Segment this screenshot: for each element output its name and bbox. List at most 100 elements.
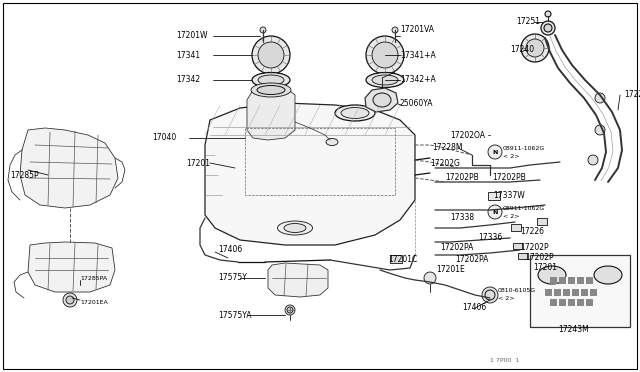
Polygon shape: [247, 85, 295, 140]
Ellipse shape: [372, 42, 398, 68]
Text: 08911-1062G: 08911-1062G: [503, 205, 545, 211]
Ellipse shape: [366, 73, 404, 87]
Ellipse shape: [251, 83, 291, 97]
Text: N: N: [492, 150, 498, 154]
Ellipse shape: [284, 224, 306, 232]
Text: 08911-1062G: 08911-1062G: [503, 145, 545, 151]
Bar: [550, 298, 557, 305]
Text: 17406: 17406: [218, 246, 243, 254]
Bar: [563, 289, 570, 295]
Bar: [559, 276, 566, 283]
Text: 1 7P00  1: 1 7P00 1: [490, 357, 519, 362]
Text: 17336: 17336: [478, 234, 502, 243]
Text: 17202P: 17202P: [525, 253, 554, 263]
Text: 0810-6105G: 0810-6105G: [498, 288, 536, 292]
Circle shape: [63, 293, 77, 307]
Circle shape: [260, 27, 266, 33]
Text: < 2>: < 2>: [503, 154, 520, 158]
Polygon shape: [268, 263, 328, 297]
Text: 17342: 17342: [176, 76, 200, 84]
Bar: [537, 218, 547, 225]
Ellipse shape: [252, 36, 290, 74]
Text: 17338: 17338: [450, 214, 474, 222]
Text: 17341: 17341: [176, 51, 200, 60]
Text: 17406: 17406: [462, 304, 486, 312]
Text: 17251: 17251: [516, 17, 540, 26]
Text: 17202OA: 17202OA: [450, 131, 485, 140]
Text: 17202PB: 17202PB: [492, 173, 525, 183]
Circle shape: [588, 155, 598, 165]
Ellipse shape: [335, 105, 375, 121]
Ellipse shape: [252, 73, 290, 87]
Text: 17201W: 17201W: [176, 32, 207, 41]
Circle shape: [488, 145, 502, 159]
Text: 17201: 17201: [186, 158, 210, 167]
Circle shape: [392, 27, 398, 33]
Circle shape: [541, 21, 555, 35]
Bar: [390, 255, 402, 263]
Circle shape: [545, 11, 551, 17]
Circle shape: [482, 287, 498, 303]
Ellipse shape: [256, 112, 284, 124]
Bar: [572, 289, 579, 295]
Ellipse shape: [278, 221, 312, 235]
Text: 17285PA: 17285PA: [80, 276, 107, 280]
Text: 17285P: 17285P: [10, 170, 38, 180]
Text: 17201: 17201: [533, 263, 557, 273]
Ellipse shape: [521, 34, 549, 62]
Text: < 2>: < 2>: [498, 295, 515, 301]
Ellipse shape: [250, 110, 290, 126]
Text: 17202P: 17202P: [520, 244, 548, 253]
Text: 17202PA: 17202PA: [440, 244, 474, 253]
Ellipse shape: [373, 93, 391, 107]
Bar: [511, 224, 521, 231]
Circle shape: [544, 24, 552, 32]
Circle shape: [424, 272, 436, 284]
Text: 17040: 17040: [152, 134, 176, 142]
Bar: [577, 298, 584, 305]
Ellipse shape: [326, 138, 338, 145]
Bar: [550, 276, 557, 283]
Polygon shape: [20, 128, 118, 208]
Bar: [568, 276, 575, 283]
Ellipse shape: [526, 39, 544, 57]
Text: N: N: [492, 209, 498, 215]
Text: 17201VA: 17201VA: [400, 26, 434, 35]
Bar: [580, 289, 588, 295]
Text: 17226: 17226: [520, 228, 544, 237]
Text: 17220Q: 17220Q: [624, 90, 640, 99]
Ellipse shape: [258, 75, 284, 85]
Text: 17341+A: 17341+A: [400, 51, 436, 60]
Text: 17228M: 17228M: [432, 144, 463, 153]
Bar: [568, 298, 575, 305]
Bar: [586, 276, 593, 283]
Circle shape: [66, 296, 74, 304]
Text: 17575YA: 17575YA: [218, 311, 252, 320]
Text: 17202PA: 17202PA: [455, 256, 488, 264]
Polygon shape: [205, 103, 415, 245]
Text: < 2>: < 2>: [503, 214, 520, 218]
Bar: [513, 243, 522, 249]
Bar: [488, 192, 500, 200]
Text: 17342+A: 17342+A: [400, 76, 436, 84]
Polygon shape: [28, 242, 115, 292]
Circle shape: [287, 307, 293, 313]
Text: 17201E: 17201E: [436, 266, 465, 275]
Text: 17575Y: 17575Y: [218, 273, 247, 282]
Bar: [530, 255, 630, 327]
Circle shape: [488, 205, 502, 219]
Bar: [554, 289, 561, 295]
Ellipse shape: [257, 86, 285, 94]
Bar: [589, 289, 596, 295]
Circle shape: [595, 93, 605, 103]
Bar: [559, 298, 566, 305]
Text: 17240: 17240: [510, 45, 534, 55]
Circle shape: [485, 290, 495, 300]
Bar: [518, 253, 527, 259]
Circle shape: [595, 125, 605, 135]
Text: 17202PB: 17202PB: [445, 173, 479, 183]
Ellipse shape: [341, 108, 369, 119]
Circle shape: [285, 305, 295, 315]
Text: 17201C: 17201C: [388, 256, 417, 264]
Ellipse shape: [366, 36, 404, 74]
